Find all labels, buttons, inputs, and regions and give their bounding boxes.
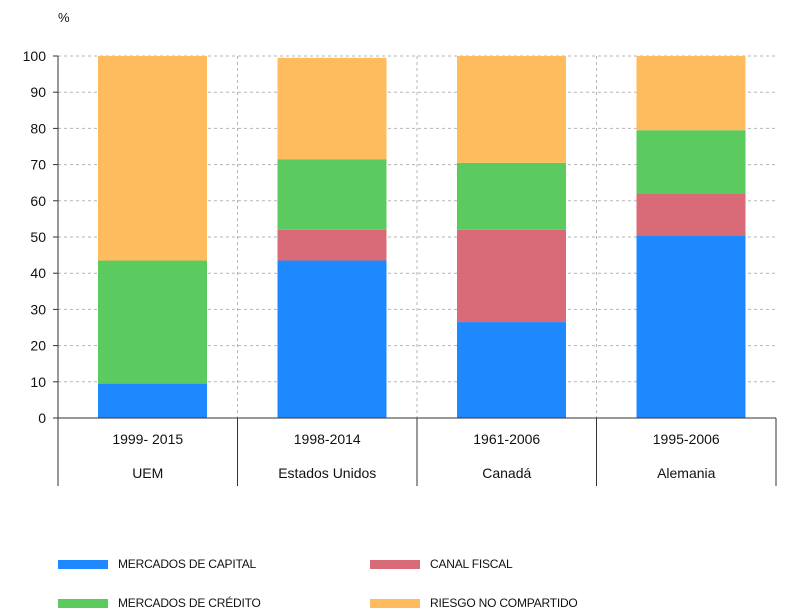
- y-tick-label: 40: [30, 265, 46, 281]
- y-tick-label: 30: [30, 301, 46, 317]
- legend-label: MERCADOS DE CRÉDITO: [118, 596, 261, 610]
- bar-segment-3-0: [636, 235, 746, 418]
- y-tick-label: 100: [23, 48, 47, 64]
- bar-segment-3-3: [636, 56, 746, 131]
- x-period-label: 1999- 2015: [112, 431, 183, 447]
- bar-segment-0-0: [98, 383, 207, 418]
- x-period-label: 1995-2006: [653, 431, 720, 447]
- bar-segment-1-1: [277, 229, 387, 261]
- legend-item-mercados-de-credito: MERCADOS DE CRÉDITO: [58, 596, 261, 610]
- legend-label: CANAL FISCAL: [430, 557, 513, 571]
- x-category-label: Estados Unidos: [278, 465, 376, 481]
- bar-segment-2-3: [457, 56, 566, 163]
- bar-segment-1-0: [277, 260, 387, 418]
- x-period-label: 1961-2006: [473, 431, 540, 447]
- legend-swatch: [370, 559, 420, 569]
- legend: MERCADOS DE CAPITAL CANAL FISCAL MERCADO…: [58, 552, 658, 612]
- bar-segment-0-2: [98, 260, 207, 384]
- y-unit-label: %: [58, 10, 70, 25]
- y-tick-label: 60: [30, 193, 46, 209]
- x-period-label: 1998-2014: [294, 431, 361, 447]
- y-tick-label: 0: [38, 410, 46, 426]
- legend-label: RIESGO NO COMPARTIDO: [430, 596, 578, 610]
- bar-segment-1-2: [277, 159, 387, 230]
- legend-item-canal-fiscal: CANAL FISCAL: [370, 557, 513, 571]
- legend-item-mercados-de-capital: MERCADOS DE CAPITAL: [58, 557, 256, 571]
- y-tick-label: 20: [30, 338, 46, 354]
- bar-segment-0-3: [98, 56, 207, 261]
- y-tick-label: 50: [30, 229, 46, 245]
- legend-item-riesgo-no-compartido: RIESGO NO COMPARTIDO: [370, 596, 578, 610]
- bar-segment-2-2: [457, 162, 566, 230]
- axes: [53, 55, 777, 486]
- y-tick-label: 10: [30, 374, 46, 390]
- legend-swatch: [370, 598, 420, 608]
- y-tick-labels: 0 10 20 30 40 50 60 70 80 90 100: [23, 48, 47, 426]
- bars: [98, 56, 746, 418]
- bar-segment-2-1: [457, 229, 566, 323]
- y-tick-label: 90: [30, 84, 46, 100]
- bar-segment-2-0: [457, 322, 566, 418]
- y-tick-label: 80: [30, 120, 46, 136]
- bar-segment-3-2: [636, 130, 746, 194]
- y-tick-label: 70: [30, 157, 46, 173]
- x-category-label: UEM: [132, 465, 163, 481]
- legend-label: MERCADOS DE CAPITAL: [118, 557, 257, 571]
- x-category-label: Canadá: [482, 465, 531, 481]
- grid-lines: [58, 55, 776, 418]
- x-category-labels: 1999- 2015 UEM 1998-2014 Estados Unidos 1961…: [112, 431, 720, 481]
- bar-segment-3-1: [636, 193, 746, 236]
- legend-swatch: [58, 598, 108, 608]
- x-category-label: Alemania: [657, 465, 716, 481]
- bar-segment-1-3: [277, 57, 387, 160]
- legend-swatch: [58, 559, 108, 569]
